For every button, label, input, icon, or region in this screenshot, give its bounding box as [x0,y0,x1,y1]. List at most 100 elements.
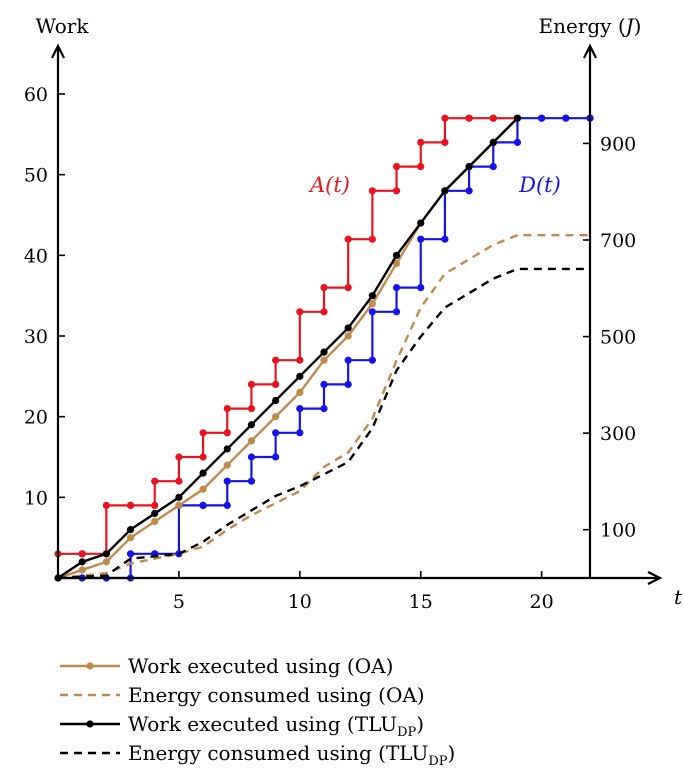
series-point [102,558,110,566]
ticks-layer [58,93,590,578]
step-point [392,163,401,171]
step-point [247,380,256,388]
step-point [392,308,401,316]
step-point [199,429,207,437]
series-point [417,219,425,227]
step-point [223,429,231,437]
step-point [175,453,183,461]
series-point [320,356,328,364]
step-point [441,114,449,122]
series-point [368,300,376,308]
series-point [126,526,135,534]
step-point [368,356,376,364]
series-point [78,558,86,566]
step-point [175,477,183,485]
series-point [272,396,280,405]
x-tick-label: 5 [173,591,185,613]
step-point [344,356,352,364]
legend-marker [86,720,94,728]
step-point [465,187,473,195]
step-point [78,550,86,558]
series-point [223,445,231,453]
y-right-tick-label: 300 [600,423,636,445]
series-layer [54,114,594,582]
step-point [247,405,256,413]
series-point [78,566,86,574]
step-point [489,114,497,122]
series-point [392,251,401,259]
series-point [102,550,110,558]
step-point [489,163,497,171]
step-point [368,308,376,316]
step-point [320,284,328,292]
step-point [272,429,280,437]
series-point [489,138,497,146]
step-point [368,187,376,195]
series-line-3 [57,267,590,580]
step-point [344,380,352,388]
series-point [223,461,231,469]
series-point [465,163,473,171]
step-point [296,308,304,316]
y-left-tick-label: 40 [24,245,48,267]
y-left-tick-label: 30 [24,326,48,348]
step-point [320,405,328,413]
step-point [296,429,304,437]
step-point [344,235,352,243]
series-point [175,493,183,501]
step-point [199,453,207,461]
step-point [223,501,231,509]
series-point [151,517,159,526]
y-left-tick-label: 10 [24,487,48,509]
step-point [417,284,425,292]
series-point [296,388,304,397]
step-point [441,138,449,146]
series-point [320,348,328,356]
step-point [368,235,376,243]
step-point [344,284,352,292]
series-point [392,259,401,267]
step-point [223,477,231,485]
legend-marker [86,662,94,670]
y-left-axis-title: Work [36,14,90,38]
axes-layer [51,43,663,585]
x-tick-label: 15 [409,591,433,613]
x-axis-title: t [674,585,683,609]
step-point [296,405,304,413]
series-point [368,292,376,300]
series-line-2 [57,117,519,579]
series-point [247,421,256,429]
step-point [392,284,401,292]
labels-layer: 5 10 15 20 10 20 30 40 50 60 100 300 500 700 900 Work En… [24,14,683,613]
step-point [126,550,135,558]
step-point [320,380,328,388]
series-point [344,332,352,340]
legend: Work executed using (OA) Energy consumed … [60,654,455,769]
series-line-1 [57,233,590,580]
series-point [126,534,135,542]
step-point [562,114,570,122]
y-right-tick-label: 500 [600,327,636,349]
y-left-tick-label: 50 [24,165,48,187]
y-right-tick-label: 100 [600,520,636,542]
step-point [538,114,546,122]
legend-label: Energy consumed using (OA) [128,683,425,707]
step-point [513,138,522,146]
y-axis-right-arrow [583,43,597,59]
annotation-d: D(t) [518,173,561,197]
step-point [247,453,256,461]
series-point [175,501,183,509]
y-left-tick-label: 60 [24,84,48,106]
step-point [272,453,280,461]
step-point [392,187,401,195]
step-point [272,356,280,364]
step-point [247,477,256,485]
series-point [272,413,280,421]
step-point [199,501,207,509]
step-point [296,356,304,364]
x-tick-label: 10 [288,591,312,613]
legend-label: Work executed using (OA) [128,654,393,678]
y-left-tick-label: 20 [24,407,48,429]
step-point [417,235,425,243]
